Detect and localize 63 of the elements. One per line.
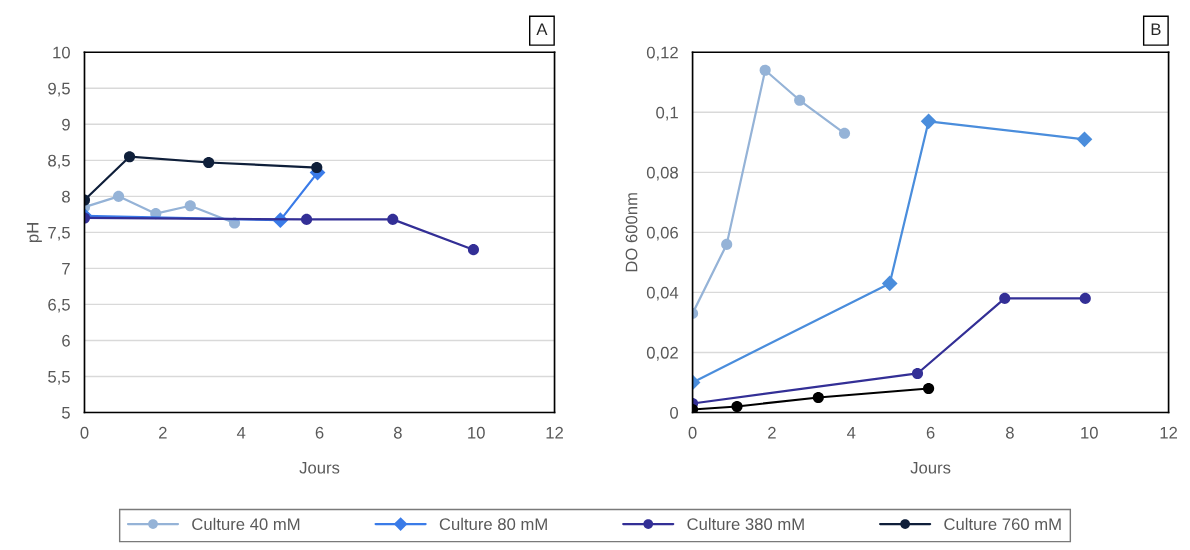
y-tick-label: 7 <box>62 262 70 275</box>
y-axis-title: DO 600nm <box>625 193 638 272</box>
point <box>387 213 399 225</box>
y-tick-label: 9 <box>62 118 70 131</box>
point <box>794 94 806 106</box>
legend-label: Culture 40 mM <box>192 517 300 531</box>
y-tick-label: 10 <box>53 46 70 59</box>
point <box>113 190 125 202</box>
point <box>911 367 924 380</box>
x-tick-label: 2 <box>159 426 167 439</box>
y-tick-label: 6,5 <box>48 298 70 313</box>
x-tick-label: 12 <box>546 426 563 439</box>
x-tick-label: 0 <box>688 426 697 439</box>
x-tick-label: 6 <box>315 426 324 439</box>
point <box>467 244 480 256</box>
y-tick-label: 8 <box>62 190 70 203</box>
point <box>311 161 323 174</box>
point <box>184 200 196 212</box>
y-tick-label: 5,5 <box>48 371 70 385</box>
y-tick-label: 0,08 <box>646 166 678 181</box>
x-tick-label: 6 <box>926 426 935 439</box>
point <box>920 113 937 130</box>
point <box>721 238 733 250</box>
x-tick-label: 4 <box>236 427 246 439</box>
point <box>301 213 313 225</box>
x-tick-label: 10 <box>468 426 485 439</box>
x-tick-label: 4 <box>847 427 856 439</box>
x-axis-title: Jours <box>910 461 951 474</box>
y-tick-label: 0,12 <box>646 46 678 61</box>
y-tick-label: 5 <box>62 407 70 419</box>
y-tick-label: 7,5 <box>48 226 70 241</box>
y-tick-label: 0 <box>670 406 679 419</box>
point <box>759 64 771 76</box>
y-tick-label: 0,04 <box>646 286 679 301</box>
point <box>881 275 898 292</box>
y-tick-label: 0,06 <box>646 226 678 241</box>
y-tick-label: 8,5 <box>48 154 70 169</box>
y-tick-label: 9,5 <box>48 82 70 97</box>
point <box>838 127 851 139</box>
legend-label: Culture 380 mM <box>687 517 804 531</box>
x-tick-label: 2 <box>768 426 776 439</box>
x-tick-label: 12 <box>1160 426 1178 439</box>
point <box>1076 131 1093 148</box>
y-tick-label: 6 <box>62 334 70 347</box>
point <box>999 292 1011 304</box>
x-tick-label: 8 <box>393 426 402 439</box>
text: A <box>536 23 548 35</box>
y-axis-title: pH <box>26 223 42 242</box>
point <box>923 382 935 395</box>
point <box>812 391 824 404</box>
x-tick-label: 8 <box>1006 426 1014 439</box>
legend-label: Culture 760 mM <box>944 517 1061 531</box>
y-tick-label: 0,02 <box>646 346 678 361</box>
legend-label: Culture 80 mM <box>439 517 547 531</box>
point <box>731 400 743 413</box>
point <box>203 156 215 169</box>
y-tick-label: 0,1 <box>656 106 678 121</box>
x-axis-title: Jours <box>299 461 340 474</box>
x-tick-label: 0 <box>80 426 89 439</box>
x-tick-label: 10 <box>1081 426 1098 439</box>
text: B <box>1151 23 1161 35</box>
point <box>1079 292 1091 304</box>
point <box>123 151 136 163</box>
